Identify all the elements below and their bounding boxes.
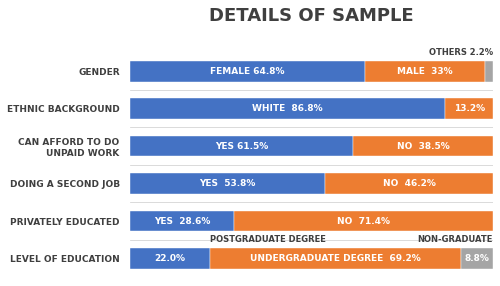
Text: 22.0%: 22.0% <box>154 254 186 263</box>
Text: NO  71.4%: NO 71.4% <box>337 217 390 226</box>
Text: YES  28.6%: YES 28.6% <box>154 217 210 226</box>
Text: OTHERS 2.2%: OTHERS 2.2% <box>429 48 493 57</box>
Text: 13.2%: 13.2% <box>454 104 484 113</box>
Text: FEMALE 64.8%: FEMALE 64.8% <box>210 67 285 76</box>
Bar <box>445 98 493 119</box>
Bar <box>130 173 326 194</box>
Text: YES  53.8%: YES 53.8% <box>200 179 256 188</box>
Text: MALE  33%: MALE 33% <box>398 67 453 76</box>
Bar <box>130 98 445 119</box>
Title: DETAILS OF SAMPLE: DETAILS OF SAMPLE <box>210 7 414 25</box>
Bar <box>210 248 461 269</box>
Bar <box>366 61 485 82</box>
Text: NON-GRADUATE: NON-GRADUATE <box>418 235 493 244</box>
Text: UNDERGRADUATE DEGREE  69.2%: UNDERGRADUATE DEGREE 69.2% <box>250 254 421 263</box>
Bar <box>130 61 366 82</box>
Text: YES 61.5%: YES 61.5% <box>215 142 268 151</box>
Text: NO  46.2%: NO 46.2% <box>383 179 436 188</box>
Text: WHITE  86.8%: WHITE 86.8% <box>252 104 323 113</box>
Bar <box>354 136 493 156</box>
Text: POSTGRADUATE DEGREE: POSTGRADUATE DEGREE <box>210 235 326 244</box>
Bar <box>130 136 354 156</box>
Bar <box>130 211 234 231</box>
Text: 8.8%: 8.8% <box>464 254 489 263</box>
Bar <box>461 248 493 269</box>
Text: NO  38.5%: NO 38.5% <box>397 142 450 151</box>
Bar <box>485 61 493 82</box>
Bar <box>130 248 210 269</box>
Bar <box>326 173 493 194</box>
Bar <box>234 211 493 231</box>
